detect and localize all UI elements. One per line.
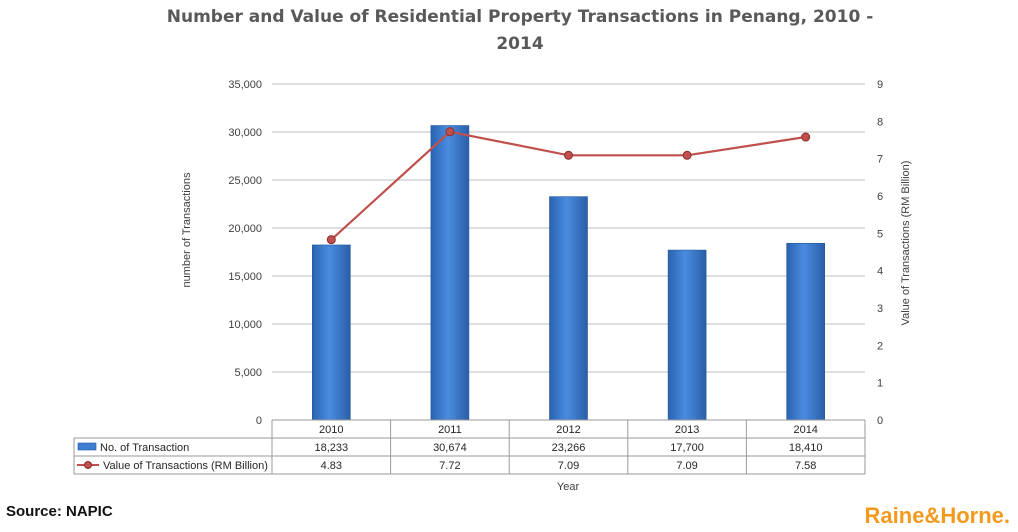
line-point [682,150,692,160]
y-axis-title: number of Transactions [181,172,193,287]
chart-title-line2: 2014 [496,34,543,54]
line-value-label: 7.58 [795,460,816,472]
y-tick-label: 0 [256,415,262,427]
bar-value-label: 18,410 [789,442,823,454]
y-tick-label: 15,000 [228,271,262,283]
left-axis-ticks: 0 5,000 10,000 15,000 20,000 25,000 30,000 35,0… [228,79,262,427]
y-tick-label: 25,000 [228,175,262,187]
line-series [326,127,811,245]
source-note: Source: NAPIC [6,503,113,520]
line-point [801,132,811,142]
brand-logo: Raine&Horne. [865,503,1010,528]
bar [667,249,707,421]
bar-value-label: 30,674 [433,442,467,454]
bar-value-label: 18,233 [314,442,348,454]
x-axis-title: Year [557,481,580,493]
x-category-label: 2010 [319,424,343,436]
bar-value-label: 23,266 [552,442,586,454]
bar-value-label: 17,700 [670,442,704,454]
line-point [564,150,573,160]
bar [786,242,826,421]
line-value-label: 7.09 [676,460,697,472]
line-point [445,127,455,137]
y-tick-label: 5,000 [234,367,262,379]
bar-series [311,125,826,421]
x-category-label: 2013 [675,424,699,436]
y-tick-label: 30,000 [228,127,262,139]
y-tick-label: 10,000 [228,319,262,331]
y2-tick-label: 9 [877,79,883,91]
y-tick-label: 20,000 [228,223,262,235]
legend-key-bar [77,442,97,451]
bar [311,244,351,421]
bar [549,196,588,421]
x-category-label: 2011 [438,424,462,436]
line-value-label: 7.09 [558,460,579,472]
y2-tick-label: 7 [877,154,883,166]
x-category-label: 2014 [793,424,817,436]
y2-axis-title: Value of Transactions (RM Billion) [900,161,912,326]
y2-tick-label: 1 [877,378,883,390]
legend-label-bar: No. of Transaction [100,442,189,454]
y2-tick-label: 8 [877,116,883,128]
y2-tick-label: 4 [877,266,883,278]
x-category-label: 2012 [556,424,580,436]
y2-tick-label: 6 [877,191,883,203]
line-value-label: 4.83 [321,460,342,472]
bar [430,125,470,421]
line-value-label: 7.72 [439,460,460,472]
legend-key-marker [84,461,92,469]
y2-tick-label: 2 [877,340,883,352]
y2-tick-label: 0 [877,415,883,427]
chart-title-line1: Number and Value of Residential Property… [167,7,874,27]
y2-tick-label: 3 [877,303,883,315]
data-table: 2010 2011 2012 2013 2014 18,233 30,674 23,266 17… [73,419,866,475]
y-tick-label: 35,000 [228,79,262,91]
right-axis-ticks: 0 1 2 3 4 5 6 7 8 9 [877,79,883,427]
y2-tick-label: 5 [877,228,883,240]
line-point [326,235,336,245]
legend-label-line: Value of Transactions (RM Billion) [103,460,268,472]
